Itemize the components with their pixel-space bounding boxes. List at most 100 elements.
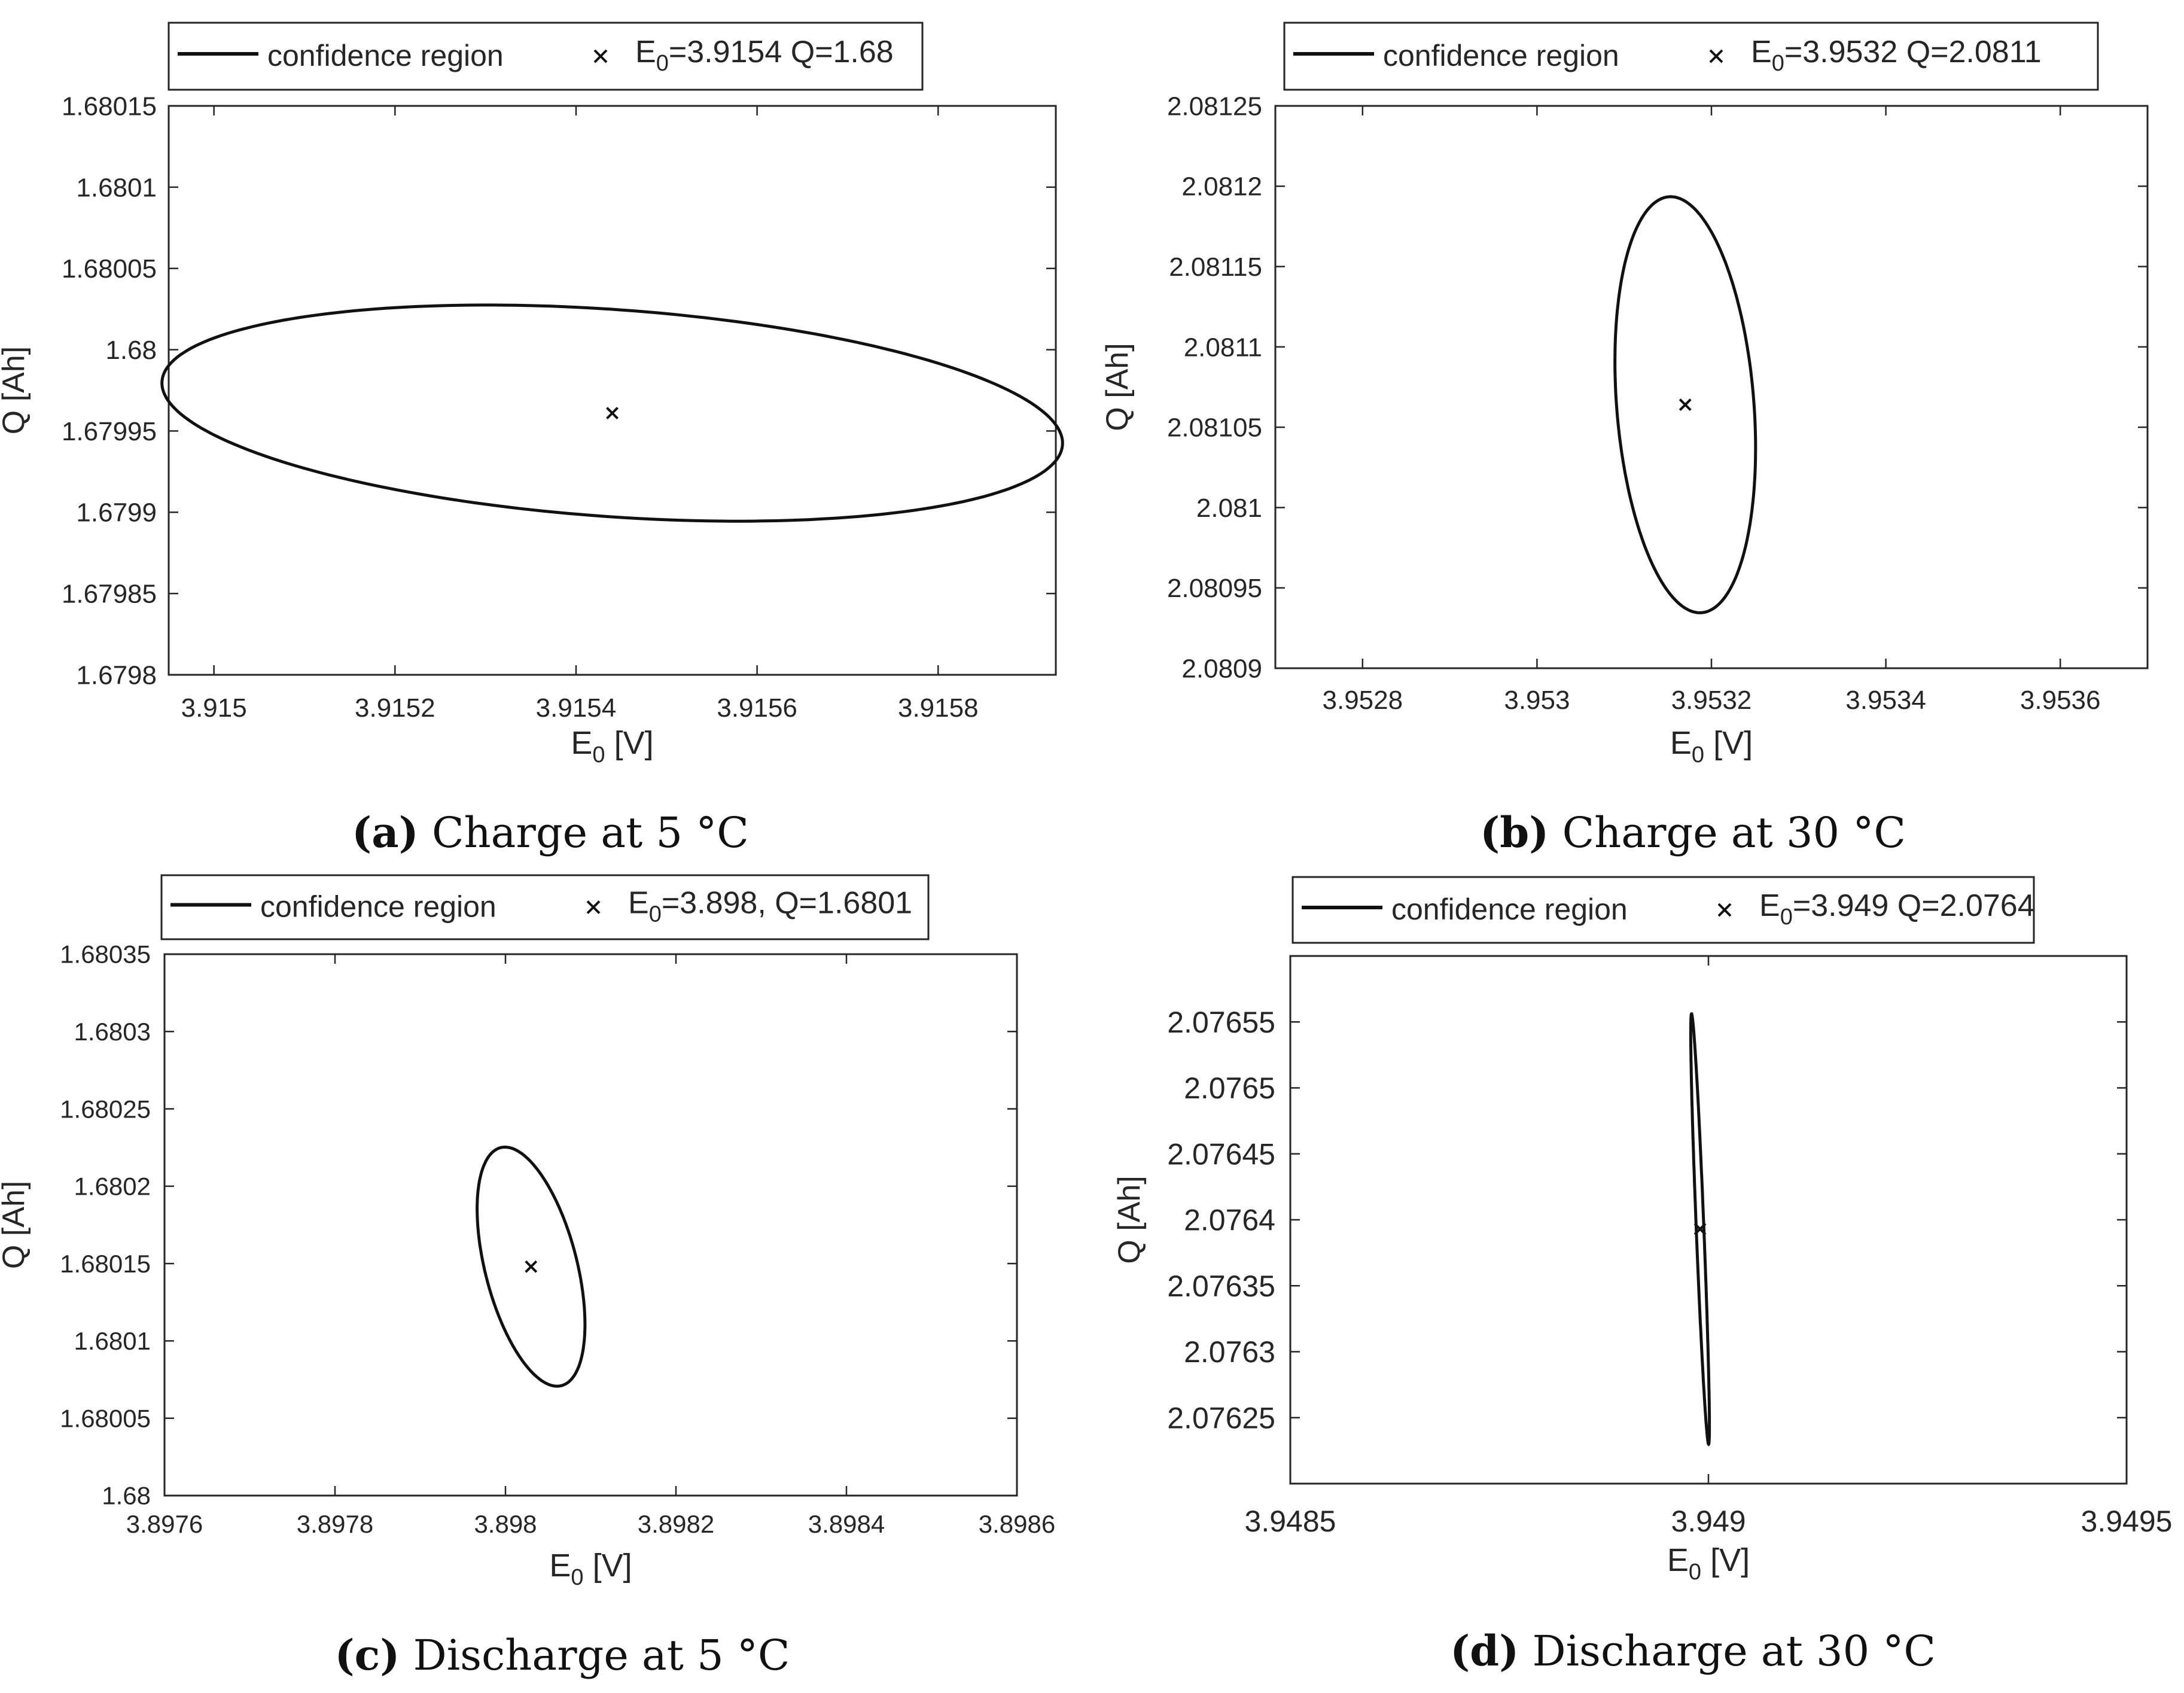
legend-line-label-a: confidence region [267,39,504,72]
legend-marker-label-c: E0=3.898, Q=1.6801 [628,886,912,927]
y-tick-label-a: 1.6798 [76,660,157,690]
y-tick-label-a: 1.68015 [62,92,157,121]
y-axis-label-c: Q [Ah] [0,1181,31,1269]
caption-label-d: (d) [1450,1626,1519,1676]
y-tick-label-d: 2.0763 [1184,1335,1275,1369]
y-tick-label-c: 1.68015 [60,1250,151,1278]
y-tick-label-a: 1.67985 [62,580,157,609]
y-tick-label-a: 1.67995 [62,417,157,446]
y-axis-label-a: Q [Ah] [0,346,31,434]
chart-panel-b: 3.9528 3.953 3.9532 3.9534 3.9536 2.0809 2.080… [1100,22,2149,768]
center-marker-d [1693,1223,1707,1235]
x-tick-label-b: 3.9528 [1323,686,1403,715]
legend-marker-swatch-d [1717,903,1732,917]
caption-b: (b) Charge at 30 °C [1394,808,1992,857]
x-tick-label-d: 3.949 [1671,1505,1746,1538]
x-tick-label-b: 3.953 [1504,686,1570,715]
legend-marker-swatch-b [1709,49,1723,63]
caption-text-c: Discharge at 5 °C [413,1631,790,1680]
y-tick-label-d: 2.07645 [1167,1137,1275,1171]
caption-c: (c) Discharge at 5 °C [263,1630,861,1680]
y-axis-label-d: Q [Ah] [1112,1176,1147,1263]
x-tick-label-a: 3.915 [181,693,247,723]
y-tick-label-b: 2.08125 [1167,92,1262,121]
legend-marker-label-a: E0=3.9154 Q=1.68 [635,35,894,76]
x-tick-label-b: 3.9536 [2020,686,2101,715]
caption-label-a: (a) [352,808,419,857]
center-marker-c [525,1260,538,1273]
confidence-ellipse-b [1613,195,1757,614]
legend-marker-swatch-c [586,900,601,914]
y-tick-label-c: 1.68005 [60,1404,151,1432]
axes-box-c [163,953,1018,1497]
chart-panel-d: 3.9485 3.949 3.9495 2.07625 2.0763 2.07635 2.0… [1112,876,2173,1585]
y-tick-label-b: 2.0809 [1181,654,1262,683]
y-tick-label-b: 2.08115 [1169,252,1262,282]
x-tick-label-d: 3.9485 [1245,1505,1336,1538]
y-tick-label-d: 2.07625 [1167,1401,1275,1435]
y-tick-label-b: 2.081 [1196,494,1262,523]
y-axis-label-b: Q [Ah] [1100,343,1135,431]
legend-marker-swatch-a [593,49,608,63]
x-axis-label-c: E0 [V] [549,1548,632,1590]
axes-box-b [1274,105,2149,669]
legend-line-label-c: confidence region [260,890,496,924]
x-tick-label-b: 3.9532 [1671,686,1752,715]
y-tick-label-a: 1.6799 [76,498,157,528]
caption-label-c: (c) [334,1630,400,1680]
y-tick-label-c: 1.68025 [60,1095,151,1123]
confidence-ellipse-d [1689,1012,1711,1447]
x-tick-label-a: 3.9154 [536,693,617,723]
legend-box-a [167,22,924,91]
chart-panel-a: 3.915 3.9152 3.9154 3.9156 3.9158 1.6798 1.679… [0,22,1064,768]
x-axis-label-b: E0 [V] [1670,725,1753,768]
caption-d: (d) Discharge at 30 °C [1394,1626,1992,1676]
y-tick-label-b: 2.0812 [1181,172,1262,202]
x-axis-label-d: E0 [V] [1667,1542,1750,1585]
y-tick-label-b: 2.08105 [1167,413,1262,443]
x-tick-label-a: 3.9158 [898,693,979,723]
confidence-ellipse-c [476,1145,587,1388]
caption-a: (a) Charge at 5 °C [251,808,849,857]
y-tick-label-c: 1.6801 [74,1327,151,1355]
caption-text-d: Discharge at 30 °C [1532,1627,1936,1676]
y-tick-label-b: 2.08095 [1167,574,1262,603]
legend-line-label-d: confidence region [1391,893,1628,926]
y-tick-label-a: 1.68 [105,336,157,365]
legend-box-c [160,874,930,940]
x-tick-label-c: 3.8984 [808,1510,885,1538]
y-tick-label-d: 2.07635 [1167,1269,1275,1303]
y-tick-label-c: 1.6802 [74,1173,151,1201]
legend-marker-label-d: E0=3.949 Q=2.0764 [1759,888,2035,930]
x-tick-label-c: 3.8982 [638,1510,714,1538]
x-tick-label-b: 3.9534 [1845,686,1926,715]
x-tick-label-c: 3.8976 [126,1510,203,1538]
caption-text-a: Charge at 5 °C [432,808,749,857]
y-tick-label-c: 1.6803 [74,1018,151,1046]
y-tick-label-d: 2.0764 [1184,1204,1275,1237]
y-tick-label-c: 1.68035 [60,940,151,969]
y-tick-label-b: 2.0811 [1184,333,1262,362]
caption-text-b: Charge at 30 °C [1562,808,1906,857]
legend-marker-label-b: E0=3.9532 Q=2.0811 [1751,35,2042,76]
x-tick-label-c: 3.8986 [979,1510,1055,1538]
confidence-ellipse-a [160,303,1064,523]
y-tick-label-c: 1.68 [102,1482,151,1510]
y-tick-label-d: 2.07655 [1167,1006,1275,1039]
x-tick-label-a: 3.9156 [717,693,797,723]
center-marker-b [1679,398,1692,411]
y-tick-label-a: 1.6801 [76,173,157,202]
y-tick-label-a: 1.68005 [62,254,157,284]
x-tick-label-c: 3.898 [474,1510,537,1538]
legend-line-label-b: confidence region [1383,39,1619,72]
x-tick-label-c: 3.8978 [297,1510,373,1538]
x-tick-label-d: 3.9495 [2081,1505,2173,1538]
x-axis-label-a: E0 [V] [571,725,653,768]
legend-box-b [1283,22,2099,91]
caption-label-b: (b) [1480,808,1549,857]
chart-panel-c: 3.8976 3.8978 3.898 3.8982 3.8984 3.8986 1.68 1… [0,874,1055,1590]
center-marker-a [606,407,619,419]
x-tick-label-a: 3.9152 [355,693,435,723]
axes-box-a [167,105,1057,676]
